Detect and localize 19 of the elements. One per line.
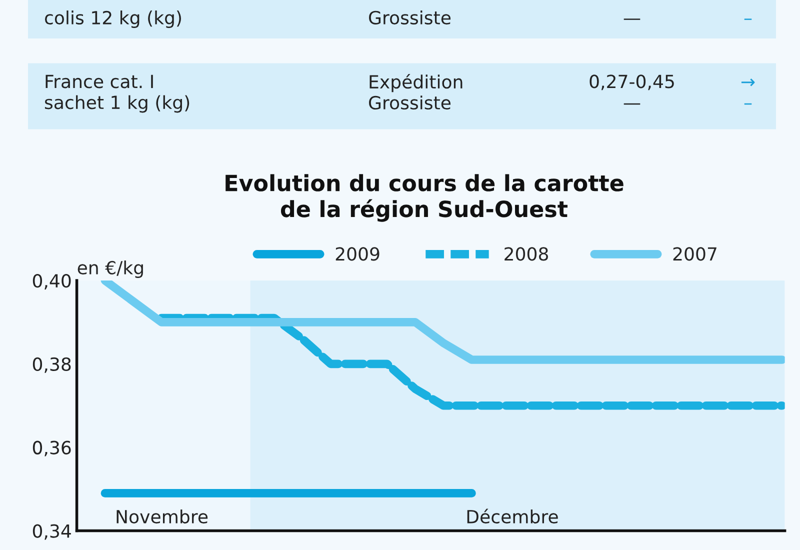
- text: 0,27-0,45 —: [590, 74, 674, 105]
- annotation: Décembre: [467, 508, 558, 524]
- text: → –: [741, 78, 755, 105]
- legend-label: 2009: [336, 247, 380, 261]
- legend-label: 2007: [673, 247, 716, 261]
- text: —: [624, 18, 640, 20]
- text: colis 12 kg (kg): [44, 10, 181, 28]
- legend-label: 2008: [504, 247, 548, 261]
- y-tick-label: 0,34: [32, 524, 71, 540]
- annotation: Novembre: [116, 510, 208, 524]
- text: –: [744, 18, 752, 20]
- y-axis-title: en €/kg: [78, 260, 143, 278]
- y-tick-label: 0,36: [32, 440, 71, 456]
- y-tick-label: 0,38: [32, 357, 71, 373]
- text: Expédition Grossiste: [369, 74, 462, 110]
- y-tick-label: 0,40: [32, 274, 71, 290]
- chart-title: Evolution du cours de la carotte de la région Sud-Ouest: [226, 174, 624, 222]
- text: France cat. I sachet 1 kg (kg): [44, 74, 190, 113]
- text: Grossiste: [369, 10, 451, 24]
